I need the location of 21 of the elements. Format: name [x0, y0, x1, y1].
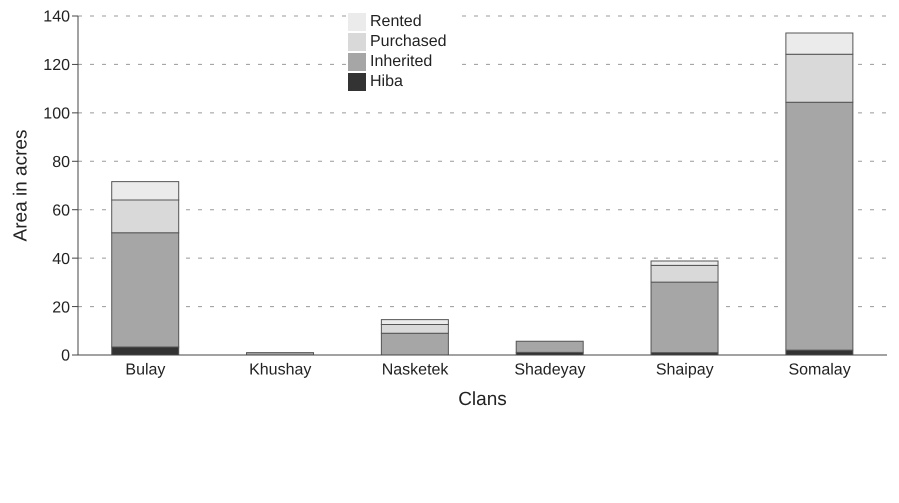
x-tick-label: Somalay	[788, 361, 851, 378]
legend-label: Hiba	[370, 73, 403, 90]
y-tick-label: 100	[43, 106, 70, 123]
y-tick-label: 80	[52, 154, 70, 171]
legend-label: Purchased	[370, 33, 446, 50]
x-axis-title: Clans	[458, 389, 507, 410]
y-axis-title: Area in acres	[10, 130, 32, 242]
x-tick-label: Khushay	[249, 361, 312, 378]
y-tick-label: 0	[61, 348, 70, 365]
y-tick-label: 140	[43, 8, 70, 26]
legend-label: Rented	[370, 13, 422, 30]
bar	[516, 340, 584, 353]
y-tick-label: 20	[52, 299, 70, 316]
x-tick-label: Bulay	[125, 361, 166, 378]
x-tick-label: Shadeyay	[514, 361, 586, 378]
y-tick-label: 40	[52, 250, 70, 268]
x-tick-label: Shaipay	[656, 361, 714, 378]
legend-label: Inherited	[370, 53, 432, 70]
y-tick-label: 60	[52, 202, 70, 220]
x-tick-label: Nasketek	[382, 361, 450, 378]
y-tick-label: 120	[43, 57, 70, 74]
